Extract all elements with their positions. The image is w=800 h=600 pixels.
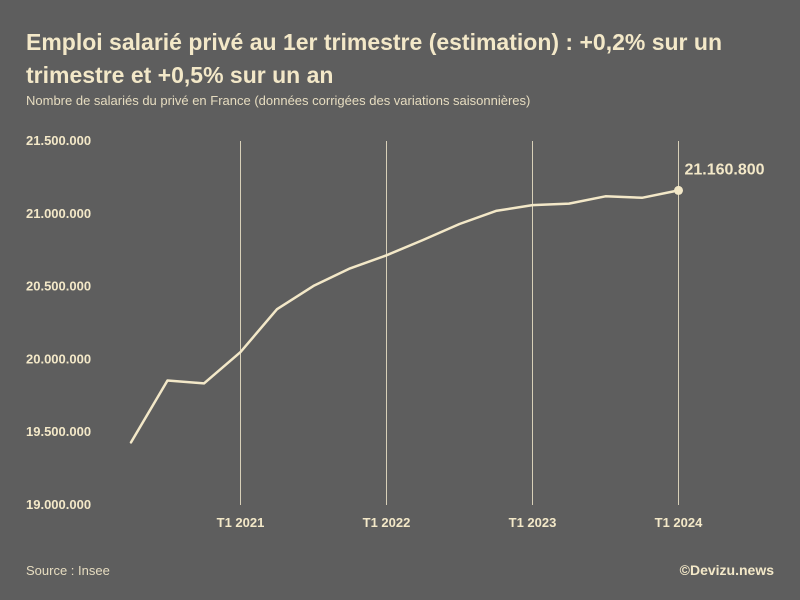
gridlines	[240, 141, 679, 505]
x-tick-label: T1 2024	[655, 515, 703, 530]
y-tick-label: 21.000.000	[26, 206, 91, 221]
credit-logo: ©Devizu.news	[679, 562, 774, 578]
y-tick-label: 19.000.000	[26, 497, 91, 512]
y-axis: 19.000.000 19.500.000 20.000.000 20.500.000…	[26, 133, 91, 512]
last-value-label: 21.160.800	[684, 161, 764, 178]
source-note: Source : Insee	[26, 563, 110, 578]
y-tick-label: 19.500.000	[26, 424, 91, 439]
chart-title: Emploi salarié privé au 1er trimestre (e…	[26, 29, 722, 88]
x-tick-label: T1 2022	[363, 515, 411, 530]
last-data-point	[674, 185, 683, 195]
x-axis: T1 2021 T1 2022 T1 2023 T1 2024	[217, 515, 703, 530]
series-line	[129, 189, 680, 444]
y-tick-label: 21.500.000	[26, 133, 91, 148]
x-tick-label: T1 2023	[509, 515, 557, 530]
x-tick-label: T1 2021	[217, 515, 265, 530]
y-tick-label: 20.000.000	[26, 351, 91, 366]
y-tick-label: 20.500.000	[26, 279, 91, 294]
chart-subtitle: Nombre de salariés du privé en France (d…	[26, 93, 531, 108]
